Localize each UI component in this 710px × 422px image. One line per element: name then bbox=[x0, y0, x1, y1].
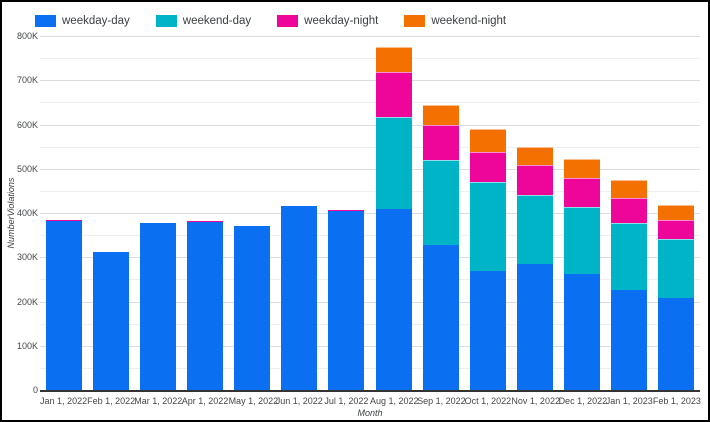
x-axis-tick-label: Sep 1, 2022 bbox=[417, 396, 466, 406]
bar-segment-weekday-night bbox=[328, 209, 364, 212]
x-axis-tick-label: Dec 1, 2022 bbox=[558, 396, 608, 406]
legend-item-weekend-night: weekend-night bbox=[404, 15, 506, 27]
minor-gridline bbox=[40, 368, 700, 369]
bar-segment-weekday-night bbox=[376, 71, 412, 117]
bar-segment-weekend-day bbox=[564, 206, 600, 275]
x-axis-tick-label: Nov 1, 2022 bbox=[511, 396, 560, 406]
bar-segment-weekday-day bbox=[517, 263, 553, 390]
bar-segment-weekday-night bbox=[611, 198, 647, 224]
major-gridline bbox=[40, 302, 700, 303]
bar-segment-weekend-night bbox=[658, 205, 694, 220]
major-gridline bbox=[40, 80, 700, 81]
bar-segment-weekday-day bbox=[328, 211, 364, 390]
legend-label: weekday-day bbox=[62, 15, 130, 27]
x-axis-tick-label: Jul 1, 2022 bbox=[324, 396, 369, 406]
minor-gridline bbox=[40, 147, 700, 148]
bar-segment-weekday-night bbox=[46, 219, 82, 221]
bar-segment-weekday-day bbox=[470, 271, 506, 390]
bar-segment-weekday-night bbox=[187, 221, 223, 223]
bar-segment-weekday-day bbox=[234, 225, 270, 390]
legend-item-weekday-night: weekday-night bbox=[277, 15, 378, 27]
bar-segment-weekday-day bbox=[423, 244, 459, 390]
bar-segment-weekend-night bbox=[376, 47, 412, 72]
minor-gridline bbox=[40, 279, 700, 280]
bar-segment-weekend-night bbox=[564, 159, 600, 178]
bar-segment-weekday-day bbox=[376, 209, 412, 390]
x-axis-tick-label: Jun 1, 2022 bbox=[275, 396, 323, 406]
minor-gridline bbox=[40, 235, 700, 236]
y-axis-tick-label: 400K bbox=[16, 208, 38, 218]
legend-color-swatch bbox=[35, 15, 56, 27]
bar-segment-weekend-day bbox=[423, 160, 459, 245]
x-axis-tick-label: Jan 1, 2022 bbox=[40, 396, 88, 406]
x-axis-tick-label: Mar 1, 2022 bbox=[134, 396, 183, 406]
major-gridline bbox=[40, 125, 700, 126]
y-axis-tick-label: 0 bbox=[32, 385, 38, 395]
y-axis-tick-label: 500K bbox=[16, 163, 38, 174]
x-axis-tick-label: Jan 1, 2023 bbox=[605, 396, 653, 406]
legend-label: weekday-night bbox=[304, 15, 379, 27]
legend-color-swatch bbox=[155, 15, 177, 27]
bar-segment-weekend-night bbox=[611, 179, 647, 198]
bar-segment-weekday-day bbox=[93, 251, 129, 390]
bar-segment-weekday-day bbox=[281, 205, 317, 390]
bar-segment-weekday-day bbox=[658, 298, 694, 390]
bar-segment-weekend-day bbox=[658, 239, 694, 298]
y-axis-tick-label: 700K bbox=[16, 75, 38, 86]
bar-segment-weekday-day bbox=[564, 274, 600, 390]
x-axis-tick-label: Aug 1, 2022 bbox=[370, 396, 419, 406]
bar-segment-weekend-day bbox=[611, 223, 647, 290]
major-gridline bbox=[40, 169, 700, 170]
major-gridline bbox=[40, 257, 700, 258]
bar-segment-weekday-day bbox=[611, 290, 647, 390]
bar-segment-weekday-night bbox=[658, 220, 694, 240]
bar-segment-weekend-day bbox=[470, 182, 506, 271]
bar-segment-weekend-day bbox=[517, 194, 553, 264]
bar-segment-weekday-day bbox=[187, 222, 223, 390]
legend-item-weekday-day: weekday-day bbox=[35, 15, 130, 27]
major-gridline bbox=[40, 213, 700, 214]
chart-legend: weekday-day weekend-day weekday-night weeke… bbox=[35, 13, 506, 29]
bar-segment-weekday-day bbox=[46, 221, 82, 390]
y-axis-tick-label: 100K bbox=[16, 340, 38, 351]
bar-segment-weekday-night bbox=[423, 124, 459, 161]
x-axis-baseline bbox=[40, 390, 700, 392]
minor-gridline bbox=[40, 324, 700, 325]
bar-segment-weekend-night bbox=[423, 105, 459, 125]
x-axis-tick-label: Apr 1, 2022 bbox=[181, 396, 229, 406]
x-axis-title: Month bbox=[357, 408, 383, 418]
x-axis-tick-label: Feb 1, 2022 bbox=[87, 396, 136, 406]
major-gridline bbox=[40, 346, 700, 347]
legend-color-swatch bbox=[404, 15, 426, 27]
bar-segment-weekday-night bbox=[564, 178, 600, 207]
legend-label: weekend-night bbox=[431, 15, 507, 27]
x-axis-tick-label: Oct 1, 2022 bbox=[464, 396, 512, 406]
bar-segment-weekend-night bbox=[517, 146, 553, 165]
y-axis-tick-label: 600K bbox=[16, 119, 38, 130]
y-axis-tick-label: 200K bbox=[16, 296, 38, 307]
bar-segment-weekday-day bbox=[140, 223, 176, 390]
bar-segment-weekend-day bbox=[376, 117, 412, 209]
legend-color-swatch bbox=[277, 15, 299, 27]
bar-segment-weekday-night bbox=[517, 164, 553, 195]
legend-item-weekend-day: weekend-day bbox=[155, 15, 252, 27]
bar-segment-weekend-night bbox=[470, 128, 506, 152]
x-axis-tick-label: May 1, 2022 bbox=[228, 396, 279, 406]
y-axis-tick-label: 800K bbox=[16, 31, 38, 41]
legend-label: weekend-day bbox=[182, 15, 252, 27]
bar-segment-weekday-night bbox=[470, 151, 506, 182]
major-gridline bbox=[40, 36, 700, 37]
minor-gridline bbox=[40, 191, 700, 192]
y-axis-tick-label: 300K bbox=[16, 252, 38, 263]
minor-gridline bbox=[40, 58, 700, 59]
minor-gridline bbox=[40, 102, 700, 103]
x-axis-tick-label: Feb 1, 2023 bbox=[652, 396, 701, 406]
